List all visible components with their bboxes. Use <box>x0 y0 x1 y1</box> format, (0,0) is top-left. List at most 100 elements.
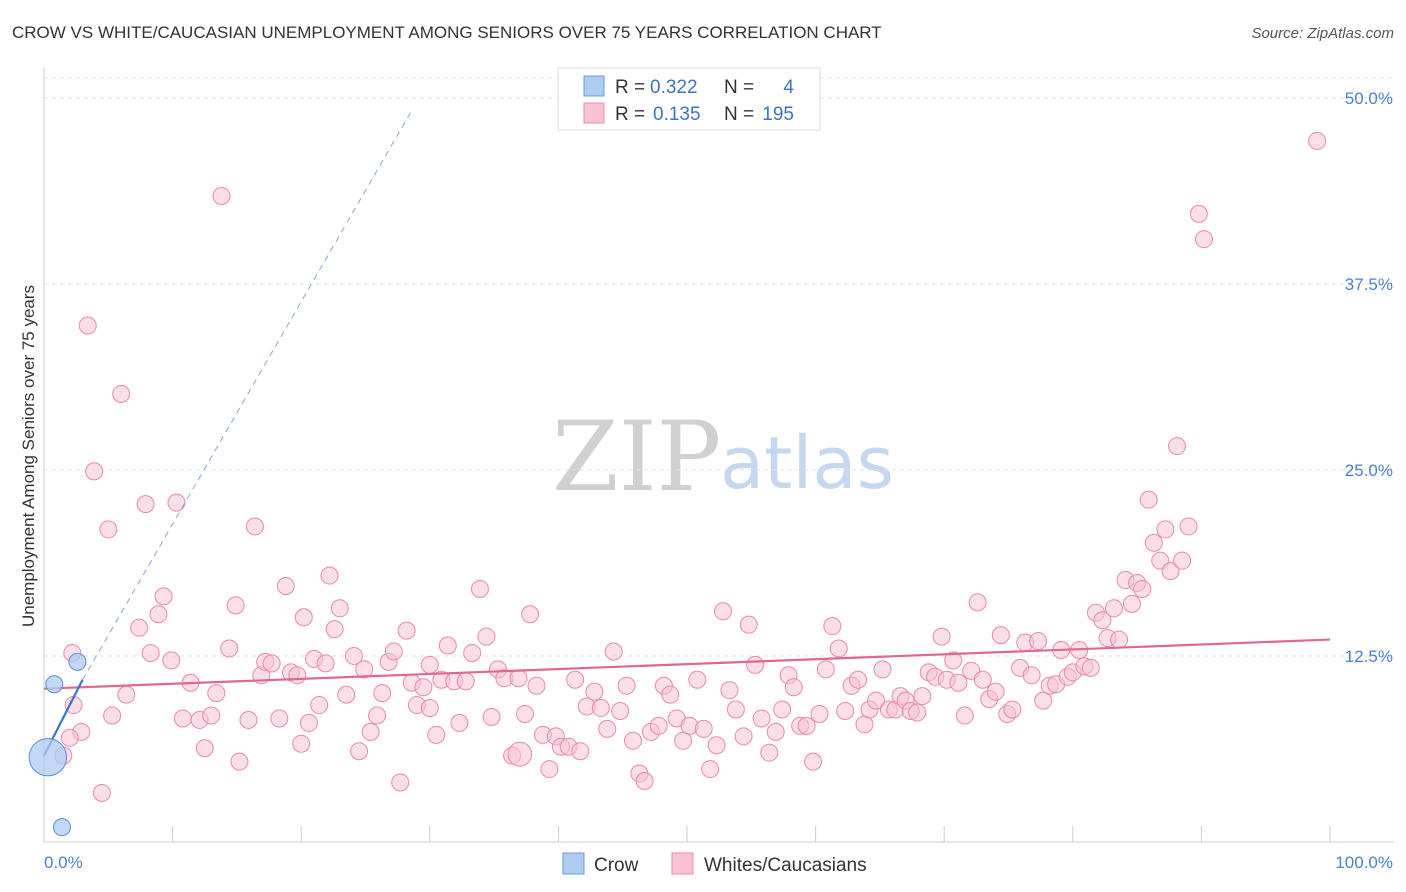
y-tick-label-0: 12.5% <box>1345 647 1393 666</box>
whites-point-67 <box>470 579 489 598</box>
whites-point-156 <box>1029 632 1048 651</box>
whites-point-62 <box>438 636 457 655</box>
whites-point-183 <box>1189 204 1208 223</box>
watermark: ZIP atlas <box>552 401 894 513</box>
whites-point-48 <box>355 660 374 679</box>
whites-point-142 <box>944 651 963 670</box>
legend-crow-r-value: 0.322 <box>650 77 698 98</box>
whites-point-44 <box>330 599 349 618</box>
whites-point-36 <box>288 666 307 685</box>
whites-point-51 <box>373 684 392 703</box>
whites-point-7 <box>99 520 118 539</box>
whites-point-43 <box>325 620 344 639</box>
whites-point-181 <box>1173 551 1192 570</box>
legend-crow-n-value: 4 <box>783 77 794 98</box>
legend-whites-n-label: N = <box>724 104 754 125</box>
whites-point-8 <box>103 706 122 725</box>
whites-point-136 <box>908 703 927 722</box>
whites-point-27 <box>230 752 249 771</box>
whites-point-10 <box>117 685 136 704</box>
whites-point-42 <box>320 566 339 585</box>
whites-point-175 <box>1139 490 1158 509</box>
whites-point-55 <box>397 621 416 640</box>
whites-point-73 <box>509 669 528 688</box>
whites-point-33 <box>270 709 289 728</box>
whites-point-176 <box>1144 533 1163 552</box>
whites-point-150 <box>991 626 1010 645</box>
whites-point-122 <box>823 617 842 636</box>
legend-swatch-crow <box>583 75 605 97</box>
whites-point-102 <box>694 719 713 738</box>
whites-point-184 <box>1194 230 1213 249</box>
x-tick-label-max: 100.0% <box>1335 853 1393 872</box>
whites-point-53 <box>384 642 403 661</box>
chart-title: CROW VS WHITE/CAUCASIAN UNEMPLOYMENT AMO… <box>12 23 882 42</box>
whites-point-40 <box>310 696 329 715</box>
whites-point-16 <box>162 651 181 670</box>
whites-trend-line <box>43 638 1331 690</box>
whites-point-21 <box>195 739 214 758</box>
grid-lines <box>44 77 1394 657</box>
y-tick-labels: 12.5% 25.0% 37.5% 50.0% <box>1345 89 1393 666</box>
whites-point-107 <box>726 700 745 719</box>
whites-point-45 <box>337 685 356 704</box>
whites-point-146 <box>968 593 987 612</box>
whites-point-11 <box>130 618 149 637</box>
y-tick-label-1: 25.0% <box>1345 461 1393 480</box>
legend-whites-r-label: R = <box>615 104 645 125</box>
whites-point-17 <box>167 493 186 512</box>
y-tick-label-2: 37.5% <box>1345 275 1393 294</box>
whites-point-89 <box>611 702 630 721</box>
whites-point-113 <box>766 722 785 741</box>
whites-point-37 <box>294 608 313 627</box>
whites-point-126 <box>849 670 868 689</box>
whites-point-25 <box>220 639 239 658</box>
whites-point-4 <box>78 316 97 335</box>
bottom-legend-swatch-whites <box>671 852 694 875</box>
whites-point-12 <box>136 495 155 514</box>
whites-point-147 <box>973 670 992 689</box>
whites-point-143 <box>949 673 968 692</box>
whites-point-174 <box>1133 579 1152 598</box>
whites-point-14 <box>149 605 168 624</box>
legend-swatch-whites <box>583 102 605 124</box>
whites-point-41 <box>316 654 335 673</box>
whites-point-110 <box>746 655 765 674</box>
whites-point-185 <box>1308 131 1327 150</box>
whites-point-9 <box>112 384 131 403</box>
whites-point-106 <box>720 681 739 700</box>
whites-point-91 <box>623 731 642 750</box>
crow-point-0 <box>28 737 68 777</box>
whites-point-54 <box>391 773 410 792</box>
whites-point-120 <box>810 704 829 723</box>
whites-point-170 <box>1110 630 1129 649</box>
whites-point-108 <box>734 727 753 746</box>
whites-points <box>54 131 1327 802</box>
whites-point-99 <box>674 731 693 750</box>
watermark-zip: ZIP <box>552 401 721 513</box>
whites-point-129 <box>867 691 886 710</box>
crow-point-3 <box>53 818 72 837</box>
whites-point-137 <box>913 687 932 706</box>
whites-point-101 <box>688 670 707 689</box>
y-tick-label-3: 50.0% <box>1345 89 1393 108</box>
legend-whites-n-value: 195 <box>762 104 794 125</box>
whites-point-188 <box>292 734 311 753</box>
whites-point-121 <box>816 660 835 679</box>
whites-point-85 <box>585 682 604 701</box>
whites-point-64 <box>450 713 469 732</box>
whites-point-58 <box>414 678 433 697</box>
whites-point-15 <box>154 587 173 606</box>
bottom-legend-whites: Whites/Caucasians <box>704 855 867 876</box>
whites-point-116 <box>784 678 803 697</box>
whites-point-114 <box>773 700 792 719</box>
legend-crow-n-label: N = <box>724 77 754 98</box>
whites-point-105 <box>714 602 733 621</box>
whites-point-169 <box>1104 599 1123 618</box>
whites-point-78 <box>540 760 559 779</box>
whites-point-83 <box>571 742 590 761</box>
whites-point-65 <box>456 672 475 691</box>
whites-point-123 <box>829 639 848 658</box>
legend-box: R = 0.322 N = 4 R = 0.135 N = 195 <box>557 67 821 131</box>
